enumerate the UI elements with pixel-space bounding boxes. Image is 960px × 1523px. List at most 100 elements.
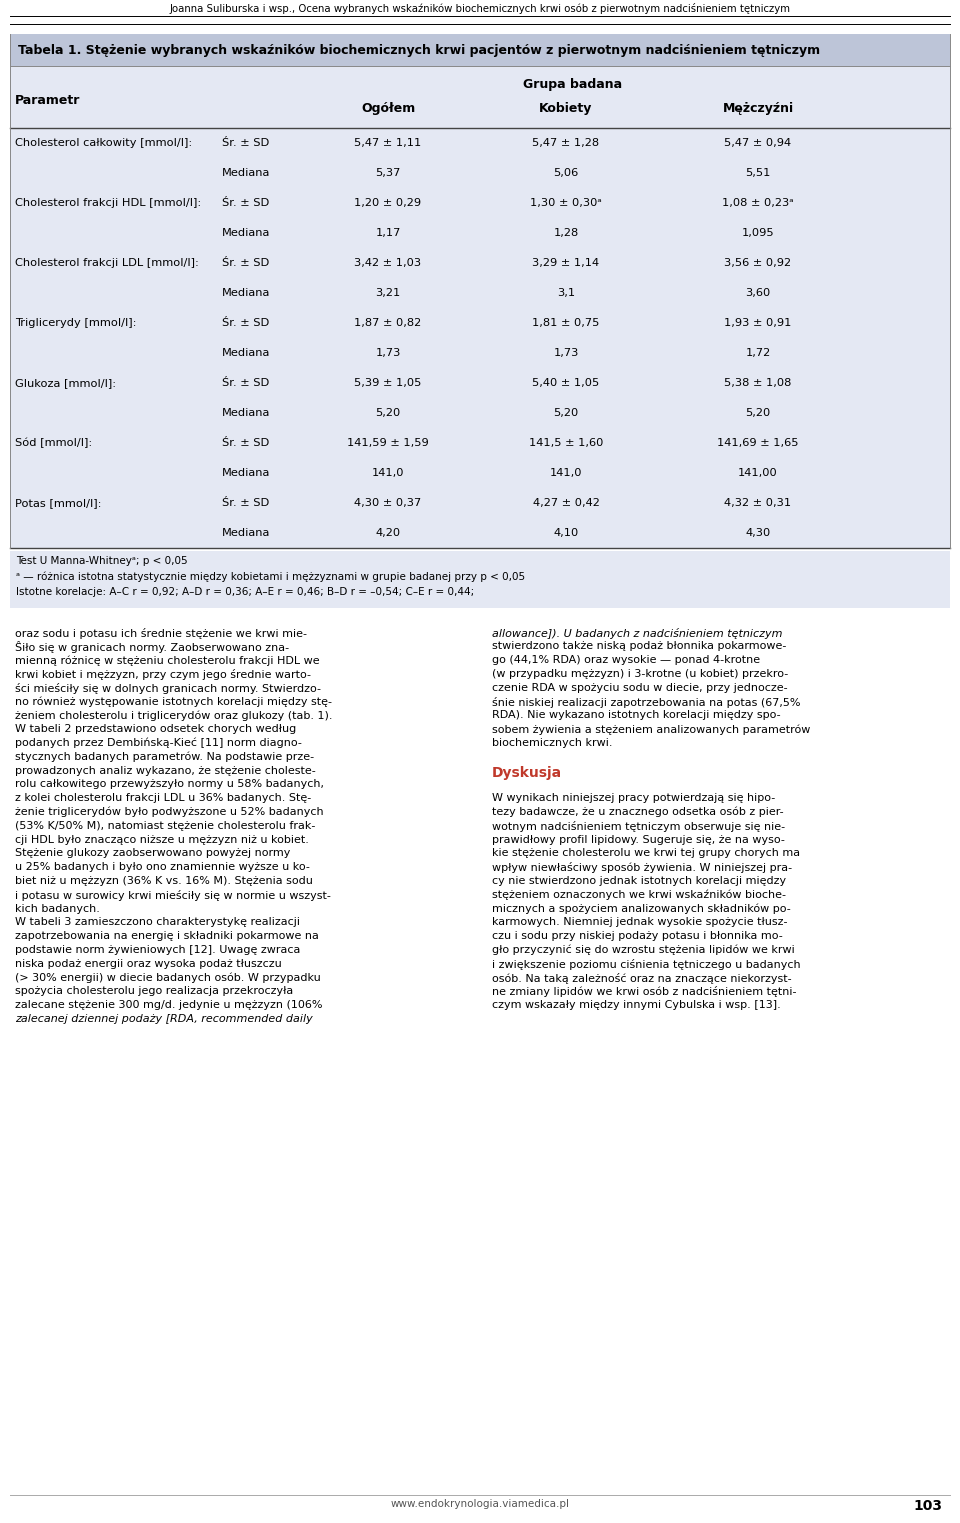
Text: żenie triglicerydów było podwyższone u 52% badanych: żenie triglicerydów było podwyższone u 5… [15,807,324,818]
Text: 4,32 ± 0,31: 4,32 ± 0,31 [725,498,792,509]
Text: Śr. ± SD: Śr. ± SD [222,198,269,209]
Text: micznych a spożyciem analizowanych składników po-: micznych a spożyciem analizowanych skład… [492,903,791,914]
Text: Cholesterol całkowity [mmol/l]:: Cholesterol całkowity [mmol/l]: [15,139,192,148]
Text: osób. Na taką zależność oraz na znaczące niekorzyst-: osób. Na taką zależność oraz na znaczące… [492,973,792,984]
Text: 4,10: 4,10 [553,528,579,538]
Text: podstawie norm żywieniowych [12]. Uwagę zwraca: podstawie norm żywieniowych [12]. Uwagę … [15,944,300,955]
Text: no również występowanie istotnych korelacji między stę-: no również występowanie istotnych korela… [15,696,332,707]
Text: 5,47 ± 1,11: 5,47 ± 1,11 [354,139,421,148]
Text: kie stężenie cholesterolu we krwi tej grupy chorych ma: kie stężenie cholesterolu we krwi tej gr… [492,848,800,859]
Text: Mediana: Mediana [222,528,271,538]
Text: zapotrzebowania na energię i składniki pokarmowe na: zapotrzebowania na energię i składniki p… [15,931,319,941]
Text: stycznych badanych parametrów. Na podstawie prze-: stycznych badanych parametrów. Na podsta… [15,752,314,762]
Text: cji HDL było znacząco niższe u mężzyzn niż u kobiet.: cji HDL było znacząco niższe u mężzyzn n… [15,835,309,844]
Text: 1,095: 1,095 [742,228,775,238]
Bar [10,248,950,279]
Text: gło przyczynić się do wzrostu stężenia lipidów we krwi: gło przyczynić się do wzrostu stężenia l… [492,944,795,955]
Text: 5,20: 5,20 [375,408,400,417]
Bar [10,428,950,458]
Text: krwi kobiet i mężzyzn, przy czym jego średnie warto-: krwi kobiet i mężzyzn, przy czym jego śr… [15,669,311,679]
Text: śnie niskiej realizacji zapotrzebowania na potas (67,5%: śnie niskiej realizacji zapotrzebowania … [492,696,801,708]
Text: Tabela 1. Stężenie wybranych wskaźników biochemicznych krwi pacjentów z pierwotn: Tabela 1. Stężenie wybranych wskaźników … [18,44,820,56]
Text: Mediana: Mediana [222,228,271,238]
Text: ści mieściły się w dolnych granicach normy. Stwierdzo-: ści mieściły się w dolnych granicach nor… [15,682,321,693]
Text: i zwiększenie poziomu ciśnienia tętniczego u badanych: i zwiększenie poziomu ciśnienia tętnicze… [492,958,801,970]
Bar [10,158,950,187]
Text: Istotne korelacje: A–C r = 0,92; A–D r = 0,36; A–E r = 0,46; B–D r = –0,54; C–E : Istotne korelacje: A–C r = 0,92; A–D r =… [16,586,474,597]
Text: 1,72: 1,72 [745,347,771,358]
Text: 141,00: 141,00 [738,468,778,478]
Text: W tabeli 3 zamieszczono charakterystykę realizacji: W tabeli 3 zamieszczono charakterystykę … [15,917,300,928]
Text: 3,1: 3,1 [557,288,575,299]
Text: Mediana: Mediana [222,347,271,358]
Text: 4,20: 4,20 [375,528,400,538]
Text: 3,42 ± 1,03: 3,42 ± 1,03 [354,257,421,268]
Text: 1,17: 1,17 [375,228,400,238]
Text: mienną różnicę w stężeniu cholesterolu frakcji HDL we: mienną różnicę w stężeniu cholesterolu f… [15,655,320,666]
Text: RDA). Nie wykazano istotnych korelacji między spo-: RDA). Nie wykazano istotnych korelacji m… [492,710,780,720]
Text: ᵃ — różnica istotna statystycznie między kobietami i mężzyznami w grupie badanej: ᵃ — różnica istotna statystycznie między… [16,571,525,582]
Bar [10,187,950,218]
Bar [10,369,950,398]
Text: Śr. ± SD: Śr. ± SD [222,498,269,509]
Text: (53% K/50% M), natomiast stężenie cholesterolu frak-: (53% K/50% M), natomiast stężenie choles… [15,821,316,830]
Text: czenie RDA w spożyciu sodu w diecie, przy jednocze-: czenie RDA w spożyciu sodu w diecie, prz… [492,682,787,693]
Text: 5,51: 5,51 [745,168,771,178]
Bar [10,218,950,248]
Text: 1,87 ± 0,82: 1,87 ± 0,82 [354,318,421,327]
Text: Sód [mmol/l]:: Sód [mmol/l]: [15,437,92,448]
Text: Glukoza [mmol/l]:: Glukoza [mmol/l]: [15,378,116,388]
Text: 1,81 ± 0,75: 1,81 ± 0,75 [532,318,600,327]
Text: karmowych. Niemniej jednak wysokie spożycie tłusz-: karmowych. Niemniej jednak wysokie spoży… [492,917,787,928]
Text: 5,20: 5,20 [745,408,771,417]
Text: Śr. ± SD: Śr. ± SD [222,139,269,148]
Bar [10,398,950,428]
Text: 3,21: 3,21 [375,288,400,299]
Text: 1,28: 1,28 [553,228,579,238]
Text: cy nie stwierdzono jednak istotnych korelacji między: cy nie stwierdzono jednak istotnych kore… [492,876,786,886]
Text: rolu całkowitego przewyższyło normy u 58% badanych,: rolu całkowitego przewyższyło normy u 58… [15,780,324,789]
Text: 5,47 ± 1,28: 5,47 ± 1,28 [533,139,600,148]
Text: 103: 103 [913,1499,942,1512]
Text: Grupa badana: Grupa badana [523,78,623,91]
Text: Stężenie glukozy zaobserwowano powyżej normy: Stężenie glukozy zaobserwowano powyżej n… [15,848,290,859]
Text: kich badanych.: kich badanych. [15,903,100,914]
Text: 3,56 ± 0,92: 3,56 ± 0,92 [725,257,792,268]
Text: 1,73: 1,73 [553,347,579,358]
Text: Mediana: Mediana [222,288,271,299]
Text: Kobiety: Kobiety [540,102,592,116]
Text: 5,37: 5,37 [375,168,400,178]
Text: wotnym nadciśnieniem tętniczym obserwuje się nie-: wotnym nadciśnieniem tętniczym obserwuje… [492,821,785,832]
Text: 4,30 ± 0,37: 4,30 ± 0,37 [354,498,421,509]
Text: 1,73: 1,73 [375,347,400,358]
Text: biet niż u mężzyzn (36% K vs. 16% M). Stężenia sodu: biet niż u mężzyzn (36% K vs. 16% M). St… [15,876,313,886]
Bar [10,308,950,338]
Text: stwierdzono także niską podaż błonnika pokarmowe-: stwierdzono także niską podaż błonnika p… [492,641,786,652]
Text: 141,59 ± 1,59: 141,59 ± 1,59 [348,439,429,448]
Text: 5,47 ± 0,94: 5,47 ± 0,94 [725,139,792,148]
Text: podanych przez Dembińską-Kieć [11] norm diagno-: podanych przez Dembińską-Kieć [11] norm … [15,739,301,748]
Text: spożycia cholesterolu jego realizacja przekroczyła: spożycia cholesterolu jego realizacja pr… [15,987,293,996]
Text: W wynikach niniejszej pracy potwierdzają się hipo-: W wynikach niniejszej pracy potwierdzają… [492,793,776,803]
Text: Parametr: Parametr [15,93,81,107]
Text: 1,08 ± 0,23ᵃ: 1,08 ± 0,23ᵃ [722,198,794,209]
Text: 5,20: 5,20 [553,408,579,417]
Text: tezy badawcze, że u znacznego odsetka osób z pier-: tezy badawcze, że u znacznego odsetka os… [492,807,783,818]
Text: i potasu w surowicy krwi mieściły się w normie u wszyst-: i potasu w surowicy krwi mieściły się w … [15,889,331,900]
Bar [10,65,950,128]
Text: prowadzonych analiz wykazano, że stężenie choleste-: prowadzonych analiz wykazano, że stężeni… [15,766,316,775]
Text: 141,0: 141,0 [372,468,404,478]
Text: zalecanej dziennej podaży [RDA, recommended daily: zalecanej dziennej podaży [RDA, recommen… [15,1014,313,1023]
Text: Śr. ± SD: Śr. ± SD [222,378,269,388]
Text: Śr. ± SD: Śr. ± SD [222,439,269,448]
Text: 5,06: 5,06 [553,168,579,178]
Text: Mężczyźni: Mężczyźni [723,102,794,116]
Text: W tabeli 2 przedstawiono odsetek chorych według: W tabeli 2 przedstawiono odsetek chorych… [15,723,297,734]
Text: z kolei cholesterolu frakcji LDL u 36% badanych. Stę-: z kolei cholesterolu frakcji LDL u 36% b… [15,793,311,803]
Text: 5,38 ± 1,08: 5,38 ± 1,08 [724,378,792,388]
Text: wpływ niewłaściwy sposób żywienia. W niniejszej pra-: wpływ niewłaściwy sposób żywienia. W nin… [492,862,792,873]
Text: 3,60: 3,60 [745,288,771,299]
Text: Mediana: Mediana [222,468,271,478]
Bar [10,34,950,65]
Text: 4,27 ± 0,42: 4,27 ± 0,42 [533,498,599,509]
